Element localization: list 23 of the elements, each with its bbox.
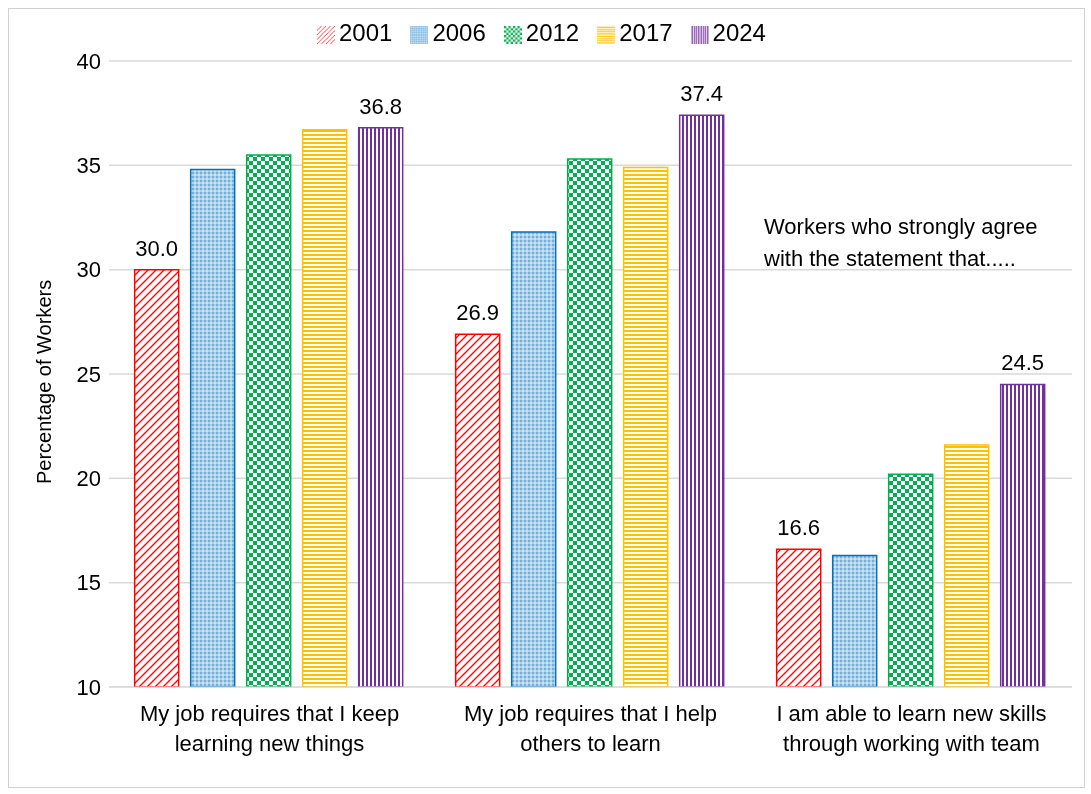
y-tick-label: 10	[76, 674, 101, 700]
annotation: Workers who strongly agree with the statement that.....	[764, 213, 1039, 273]
legend-label: 2001	[339, 19, 393, 46]
legend-label: 2006	[432, 19, 486, 46]
legend-label: 2024	[712, 19, 766, 46]
y-axis-title: Percentage of Workers	[33, 279, 56, 484]
legend-label: 2017	[619, 19, 673, 46]
x-tick-label: My job requires that I help others to learn	[462, 700, 719, 758]
x-tick-label: My job requires that I keep learning new things	[138, 700, 401, 758]
data-label: 36.8	[359, 93, 403, 119]
data-label: 26.9	[456, 300, 500, 326]
legend-label: 2012	[525, 19, 580, 46]
y-tick-label: 30	[76, 257, 101, 283]
data-label: 16.6	[777, 515, 821, 541]
y-tick-label: 35	[76, 153, 101, 179]
y-tick-label: 25	[76, 361, 101, 387]
y-tick-label: 20	[76, 466, 101, 492]
x-tick-label: I am able to learn new skills through working with team	[775, 700, 1048, 758]
data-label: 37.4	[680, 81, 724, 107]
y-tick-label: 40	[76, 48, 101, 74]
y-tick-label: 15	[76, 570, 101, 596]
data-label: 30.0	[135, 235, 179, 261]
data-label: 24.5	[1001, 350, 1045, 376]
